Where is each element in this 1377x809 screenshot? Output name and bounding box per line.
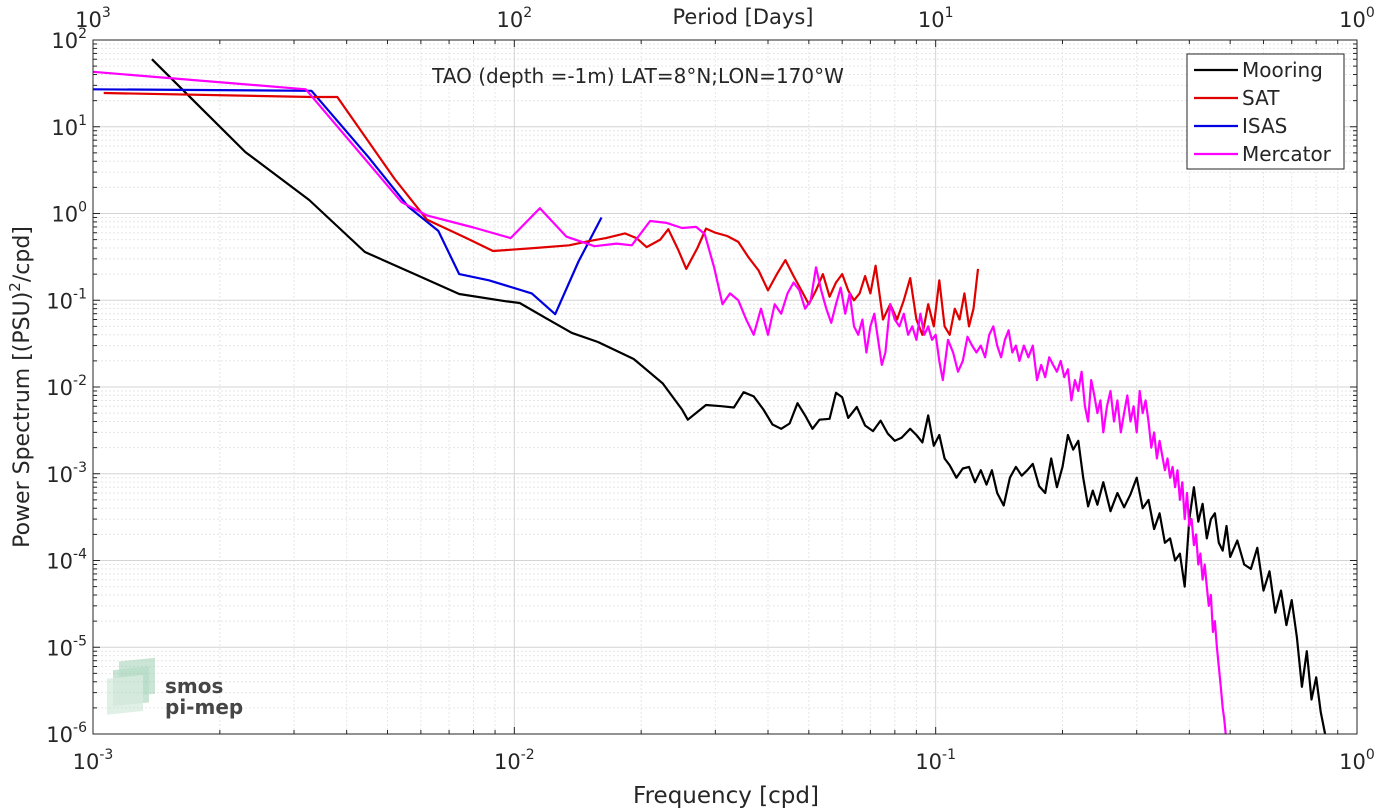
y-tick-label: 101: [51, 113, 87, 140]
legend-box: [1186, 53, 1345, 170]
y-tick-label: 10-4: [46, 547, 87, 574]
logo-mark-icon: [107, 657, 155, 715]
legend-label-sat: SAT: [1242, 86, 1280, 110]
top-tick-label: 103: [75, 5, 111, 32]
x-axis-label: Frequency [cpd]: [633, 783, 819, 809]
y-axis-label: Power Spectrum [(PSU)2/cpd]: [6, 226, 35, 548]
smos-pi-mep-logo: smos pi-mep: [107, 657, 243, 719]
legend-label-mercator: Mercator: [1242, 142, 1332, 166]
logo-text-line2: pi-mep: [165, 695, 243, 719]
chart-title: TAO (depth =-1m) LAT=8°N;LON=170°W: [431, 64, 844, 88]
y-axis-label-tail: /cpd]: [10, 226, 35, 282]
x-tick-label: 10-3: [73, 747, 114, 774]
y-tick-label: 10-5: [46, 633, 87, 660]
series-layer: [92, 58, 1327, 735]
legend-label-isas: ISAS: [1242, 114, 1287, 138]
top-tick-label: 101: [918, 5, 954, 32]
series-line-mercator: [92, 70, 1227, 735]
top-tick-label: 100: [1339, 5, 1375, 32]
y-tick-label: 10-3: [46, 460, 87, 487]
logo-text-line1: smos: [165, 674, 223, 698]
y-tick-label: 10-1: [46, 286, 87, 313]
top-tick-label: 102: [497, 5, 533, 32]
x-tick-label: 10-2: [494, 747, 535, 774]
y-tick-label: 102: [51, 26, 87, 53]
legend-label-mooring: Mooring: [1242, 58, 1323, 82]
legend: Mooring SAT ISAS Mercator: [1186, 53, 1345, 170]
series-line-isas: [92, 88, 603, 316]
y-tick-label: 10-6: [46, 720, 87, 747]
y-tick-label: 100: [51, 200, 87, 227]
y-tick-label: 10-2: [46, 373, 87, 400]
y-axis-label-sup: 2: [6, 282, 24, 292]
y-axis-label-main: Power Spectrum [(PSU): [10, 292, 35, 548]
series-line-mooring: [151, 58, 1327, 735]
top-axis-label: Period [Days]: [673, 5, 814, 29]
x-tick-label: 100: [1339, 747, 1375, 774]
x-tick-label: 10-1: [915, 747, 956, 774]
series-line-sat: [103, 91, 980, 336]
axis-ticks: [92, 40, 1357, 735]
